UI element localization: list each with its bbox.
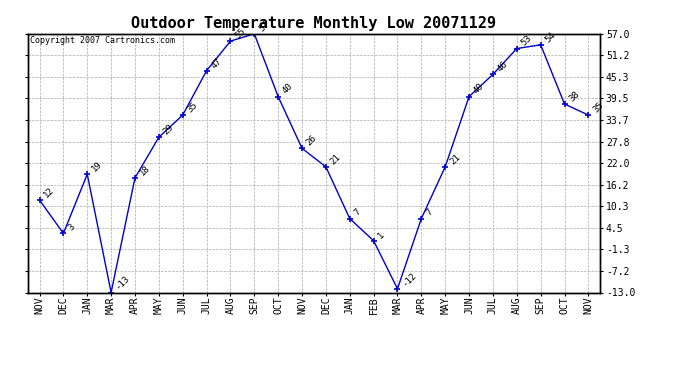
Text: 19: 19: [90, 159, 104, 173]
Text: 18: 18: [138, 163, 152, 177]
Text: 7: 7: [424, 208, 434, 218]
Text: 7: 7: [353, 208, 363, 218]
Text: Copyright 2007 Cartronics.com: Copyright 2007 Cartronics.com: [30, 36, 175, 45]
Text: 26: 26: [305, 134, 319, 147]
Text: 46: 46: [495, 60, 510, 74]
Text: 47: 47: [209, 56, 224, 70]
Text: 53: 53: [520, 34, 533, 48]
Text: 38: 38: [567, 89, 581, 103]
Text: 35: 35: [591, 100, 605, 114]
Text: 12: 12: [42, 185, 57, 199]
Text: -12: -12: [400, 270, 418, 288]
Text: 1: 1: [376, 230, 386, 240]
Text: 21: 21: [448, 152, 462, 166]
Text: 55: 55: [233, 26, 247, 40]
Text: 54: 54: [544, 30, 558, 44]
Text: 3: 3: [66, 222, 77, 232]
Text: 29: 29: [161, 123, 175, 136]
Text: 21: 21: [328, 152, 343, 166]
Text: 57: 57: [257, 19, 271, 33]
Text: 40: 40: [281, 82, 295, 96]
Text: -13: -13: [114, 274, 132, 292]
Text: 40: 40: [472, 82, 486, 96]
Title: Outdoor Temperature Monthly Low 20071129: Outdoor Temperature Monthly Low 20071129: [132, 16, 496, 31]
Text: 35: 35: [186, 100, 199, 114]
